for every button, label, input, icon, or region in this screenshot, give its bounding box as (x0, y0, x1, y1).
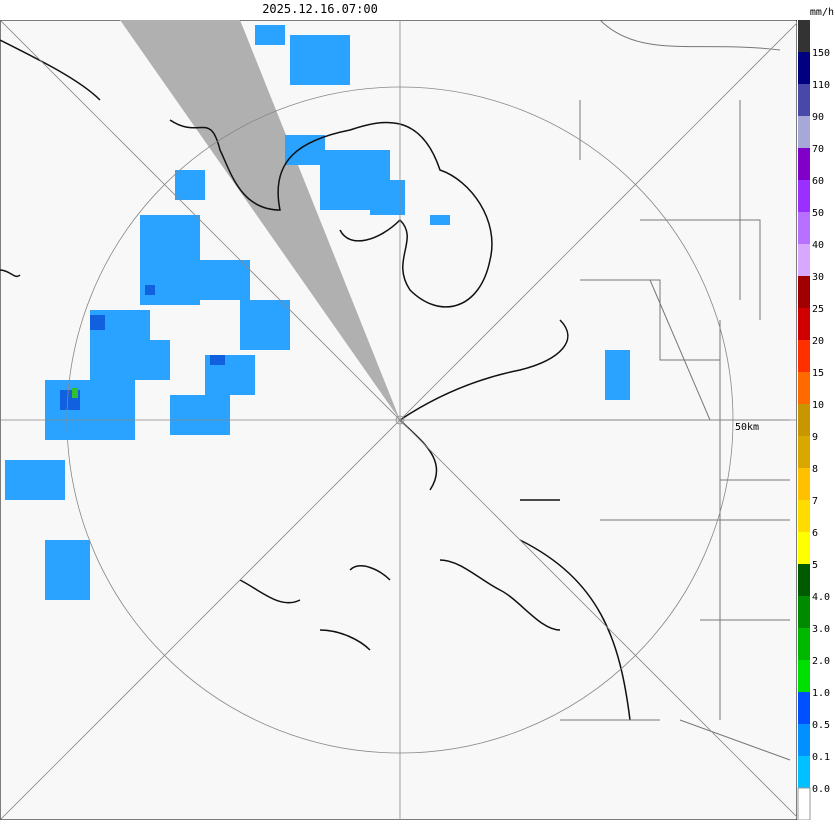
legend-swatch (798, 692, 810, 724)
legend-label: 150 (812, 48, 830, 59)
legend-label: 15 (812, 368, 824, 379)
legend-label: 70 (812, 144, 824, 155)
blocked-sector (120, 20, 400, 420)
legend-swatch (798, 244, 810, 276)
legend-swatch (798, 276, 810, 308)
legend-swatch (798, 180, 810, 212)
legend-label: 90 (812, 112, 824, 123)
legend-swatch (798, 116, 810, 148)
legend-swatch (798, 564, 810, 596)
map-area: 50km (0, 20, 797, 820)
range-rings (0, 20, 797, 820)
legend-swatch (798, 468, 810, 500)
legend-swatch (798, 52, 810, 84)
legend-swatch (798, 756, 810, 788)
legend-swatch (798, 660, 810, 692)
unit-label: mm/h (810, 7, 834, 18)
legend-swatch (798, 372, 810, 404)
legend-label: 25 (812, 304, 824, 315)
legend-label: 20 (812, 336, 824, 347)
legend-swatch (798, 20, 810, 52)
legend-swatch (798, 84, 810, 116)
legend-label: 7 (812, 496, 818, 507)
radar-site (395, 415, 405, 425)
legend-label: 10 (812, 400, 824, 411)
legend-label: 8 (812, 464, 818, 475)
coast (399, 319, 631, 721)
timestamp: 2025.12.16.07:00 (262, 2, 378, 16)
legend-swatch (798, 532, 810, 564)
legend-label: 0.0 (812, 784, 830, 795)
legend-label: 0.1 (812, 752, 830, 763)
legend-label: 3.0 (812, 624, 830, 635)
coastlines (0, 39, 631, 721)
legend-swatch (798, 436, 810, 468)
legend-swatch (798, 404, 810, 436)
legend-label: 50 (812, 208, 824, 219)
legend-swatch (797, 787, 811, 821)
legend-swatch (798, 500, 810, 532)
legend-swatch (798, 308, 810, 340)
legend-label: 110 (812, 80, 830, 91)
rain-green (72, 388, 78, 398)
legend-label: 0.5 (812, 720, 830, 731)
coast (169, 119, 493, 308)
legend-label: 60 (812, 176, 824, 187)
legend-swatch (798, 340, 810, 372)
legend-swatch (798, 148, 810, 180)
legend-label: 1.0 (812, 688, 830, 699)
legend-label: 4.0 (812, 592, 830, 603)
diagonal (0, 20, 797, 818)
legend-swatch (798, 628, 810, 660)
legend-label: 5 (812, 560, 818, 571)
rain-heavier (60, 285, 225, 410)
legend-label: 9 (812, 432, 818, 443)
diagonal (0, 22, 797, 820)
legend-swatch (798, 212, 810, 244)
coast (239, 559, 561, 651)
legend-label: 2.0 (812, 656, 830, 667)
legend-swatch (798, 724, 810, 756)
coast (0, 39, 101, 278)
legend-label: 40 (812, 240, 824, 251)
legend: 150 110 90 70 60 50 40 30 25 20 15 10 9 8 7 6 5 4.0 3.0 2.0… (797, 20, 830, 821)
legend-label: 6 (812, 528, 818, 539)
legend-label: 30 (812, 272, 824, 283)
range-label: 50km (735, 422, 759, 433)
legend-swatch (798, 596, 810, 628)
